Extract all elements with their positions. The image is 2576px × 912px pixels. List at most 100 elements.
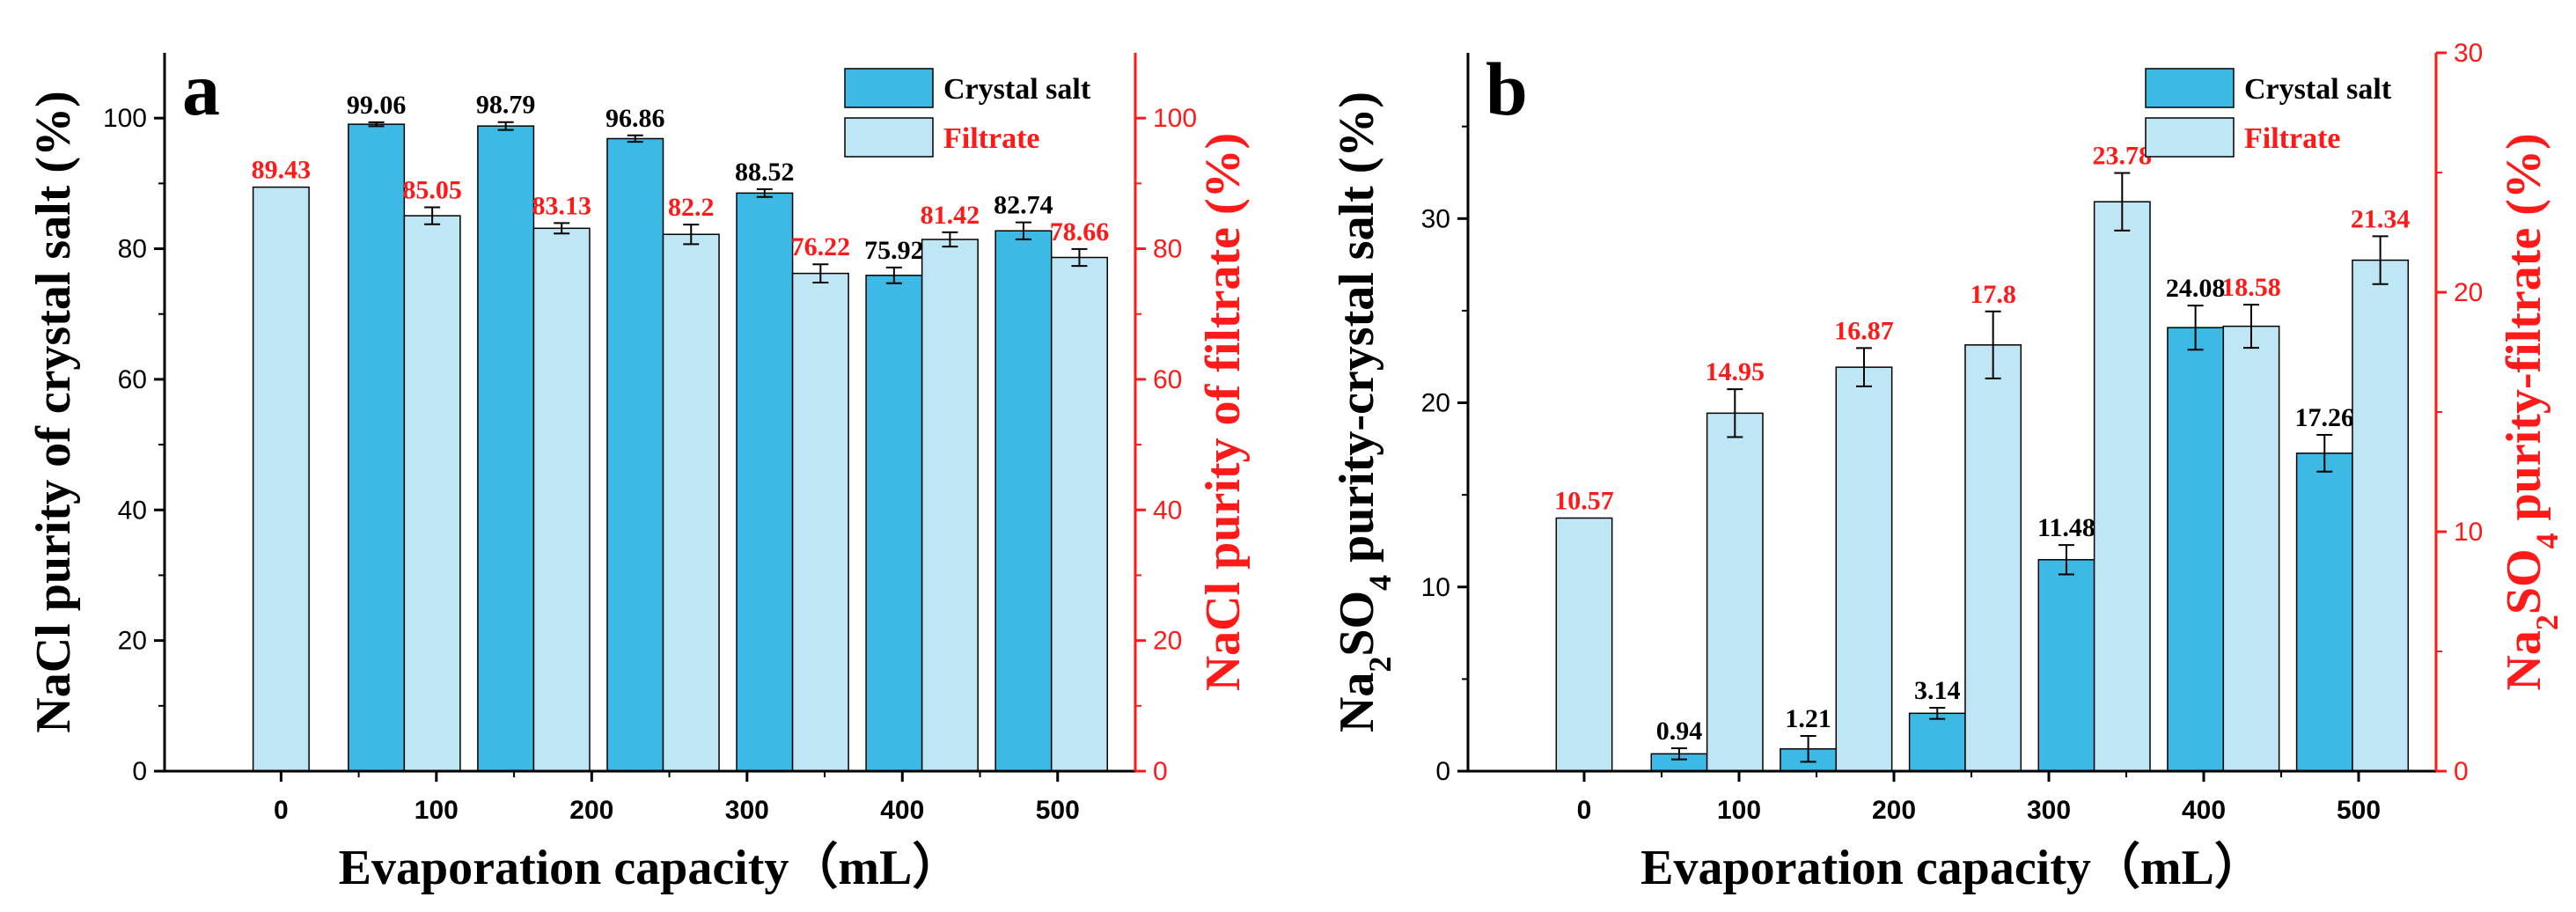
x-tick-label: 200 <box>1872 796 1916 825</box>
x-axis-title: Evaporation capacity（mL） <box>1640 840 2264 895</box>
y-axis-title-right: Na2SO4 purity-filtrate (%) <box>2497 133 2565 690</box>
data-label-filtrate: 89.43 <box>252 156 312 185</box>
data-label-crystal: 88.52 <box>735 158 795 187</box>
bar-crystal-salt <box>865 275 923 772</box>
data-label-crystal: 11.48 <box>2037 513 2095 542</box>
data-label-filtrate: 78.66 <box>1050 217 1110 246</box>
data-label-crystal: 98.79 <box>476 91 536 120</box>
panel-b: 10.57 0.94 14.95 1.21 16.87 3.14 17.8 11.48 23.7… <box>1330 39 2565 895</box>
y-tick-label-right: 100 <box>1153 104 1197 133</box>
legend-swatch-filtrate <box>2145 117 2235 158</box>
bar-filtrate <box>1835 366 1893 772</box>
y-axis-title-left-part: SO <box>1330 591 1384 657</box>
y-tick-label-left: 60 <box>118 365 147 394</box>
y-tick-label-right: 20 <box>2454 278 2483 307</box>
bar-crystal-salt <box>1908 712 1966 772</box>
data-label-filtrate: 82.2 <box>668 193 715 222</box>
bar-filtrate <box>1555 517 1613 772</box>
data-label-filtrate: 23.78 <box>2093 142 2153 171</box>
data-label-filtrate: 16.87 <box>1834 316 1894 345</box>
bar-filtrate <box>1706 412 1764 772</box>
bar-crystal-salt <box>2167 327 2225 772</box>
bar-filtrate <box>532 227 591 772</box>
legend-swatch-crystal <box>2145 68 2235 108</box>
bar-filtrate <box>1050 256 1108 772</box>
data-label-filtrate: 76.22 <box>791 232 851 261</box>
y-axis-title-left-part: 4 <box>1362 575 1398 591</box>
bar-filtrate <box>403 215 461 772</box>
bar-filtrate <box>1964 344 2022 772</box>
y-tick-label-right: 0 <box>1153 757 1168 786</box>
data-label-filtrate: 17.8 <box>1970 280 2016 309</box>
panel-a: 89.43 99.06 85.05 98.79 83.13 96.86 82.2 88.52 7… <box>26 47 1251 895</box>
y-axis-title-right: NaCl purity of filtrate (%) <box>1196 133 1251 692</box>
legend-label-filtrate: Filtrate <box>2244 122 2341 155</box>
legend-label-crystal: Crystal salt <box>2244 73 2392 106</box>
y-axis-title-left: Na2SO4 purity-crystal salt (%) <box>1330 92 1398 732</box>
data-label-filtrate: 10.57 <box>1554 486 1614 515</box>
y-tick-label-right: 0 <box>2454 757 2469 786</box>
x-tick-label: 300 <box>2027 796 2071 825</box>
y-tick-label-right: 40 <box>1153 496 1182 525</box>
y-tick-label-right: 20 <box>1153 627 1182 656</box>
bar-filtrate <box>2093 201 2151 772</box>
x-tick-label: 500 <box>2337 796 2381 825</box>
y-axis-title-left: NaCl purity of crystal salt (%) <box>26 91 81 732</box>
y-axis-title-left-part: Na <box>1330 673 1384 732</box>
y-tick-label-left: 40 <box>118 496 147 525</box>
data-label-filtrate: 14.95 <box>1706 357 1765 386</box>
y-tick-label-left: 30 <box>1421 204 1450 233</box>
x-tick-label: 100 <box>415 796 459 825</box>
legend-swatch-crystal <box>844 68 934 108</box>
data-label-filtrate: 85.05 <box>402 175 462 204</box>
bar-crystal-salt <box>2295 452 2353 772</box>
x-tick-label: 400 <box>880 796 924 825</box>
y-tick-label-right: 30 <box>2454 39 2483 68</box>
panel-letter: a <box>182 47 220 131</box>
data-label-crystal: 24.08 <box>2166 274 2226 303</box>
data-label-crystal: 0.94 <box>1656 717 1703 746</box>
y-axis-title-right-part: SO <box>2497 548 2551 614</box>
x-tick-label: 400 <box>2182 796 2226 825</box>
data-label-crystal: 75.92 <box>864 236 924 265</box>
bar-crystal-salt <box>2037 559 2095 772</box>
x-tick-label: 0 <box>274 796 289 825</box>
y-tick-label-left: 0 <box>1435 757 1450 786</box>
y-axis-title-right-part: Na <box>2497 630 2551 690</box>
bar-crystal-salt <box>606 137 664 772</box>
data-label-crystal: 82.74 <box>994 191 1053 220</box>
y-axis-title-left-part: 2 <box>1362 657 1398 673</box>
y-tick-label-left: 20 <box>118 627 147 656</box>
y-tick-label-left: 20 <box>1421 389 1450 418</box>
y-tick-label-left: 10 <box>1421 573 1450 602</box>
bar-filtrate <box>2352 259 2410 772</box>
legend-label-filtrate: Filtrate <box>943 122 1040 155</box>
x-tick-label: 0 <box>1577 796 1592 825</box>
bar-crystal-salt <box>477 125 535 772</box>
data-label-crystal: 3.14 <box>1914 676 1961 705</box>
x-tick-label: 300 <box>725 796 769 825</box>
y-tick-label-left: 0 <box>132 757 147 786</box>
bar-crystal-salt <box>348 123 406 772</box>
x-tick-label: 500 <box>1036 796 1080 825</box>
y-axis-title-right-part: purity-filtrate (%) <box>2497 133 2551 533</box>
y-axis-title-right-part: 4 <box>2529 533 2565 548</box>
x-tick-label: 100 <box>1717 796 1761 825</box>
y-tick-label-left: 80 <box>118 235 147 264</box>
legend-label-crystal: Crystal salt <box>943 73 1091 106</box>
bar-filtrate <box>2222 325 2280 772</box>
legend-swatch-filtrate <box>844 117 934 158</box>
bar-filtrate <box>252 186 310 772</box>
data-label-filtrate: 83.13 <box>532 191 591 220</box>
panel-letter: b <box>1486 47 1528 131</box>
data-label-crystal: 99.06 <box>347 91 407 120</box>
data-label-crystal: 96.86 <box>605 104 665 133</box>
bar-crystal-salt <box>736 192 794 772</box>
y-tick-label-right: 10 <box>2454 518 2483 547</box>
x-tick-label: 200 <box>569 796 613 825</box>
data-label-crystal: 17.26 <box>2295 403 2355 432</box>
bar-filtrate <box>662 233 720 772</box>
bar-filtrate <box>791 272 849 772</box>
data-label-filtrate: 18.58 <box>2221 273 2281 302</box>
